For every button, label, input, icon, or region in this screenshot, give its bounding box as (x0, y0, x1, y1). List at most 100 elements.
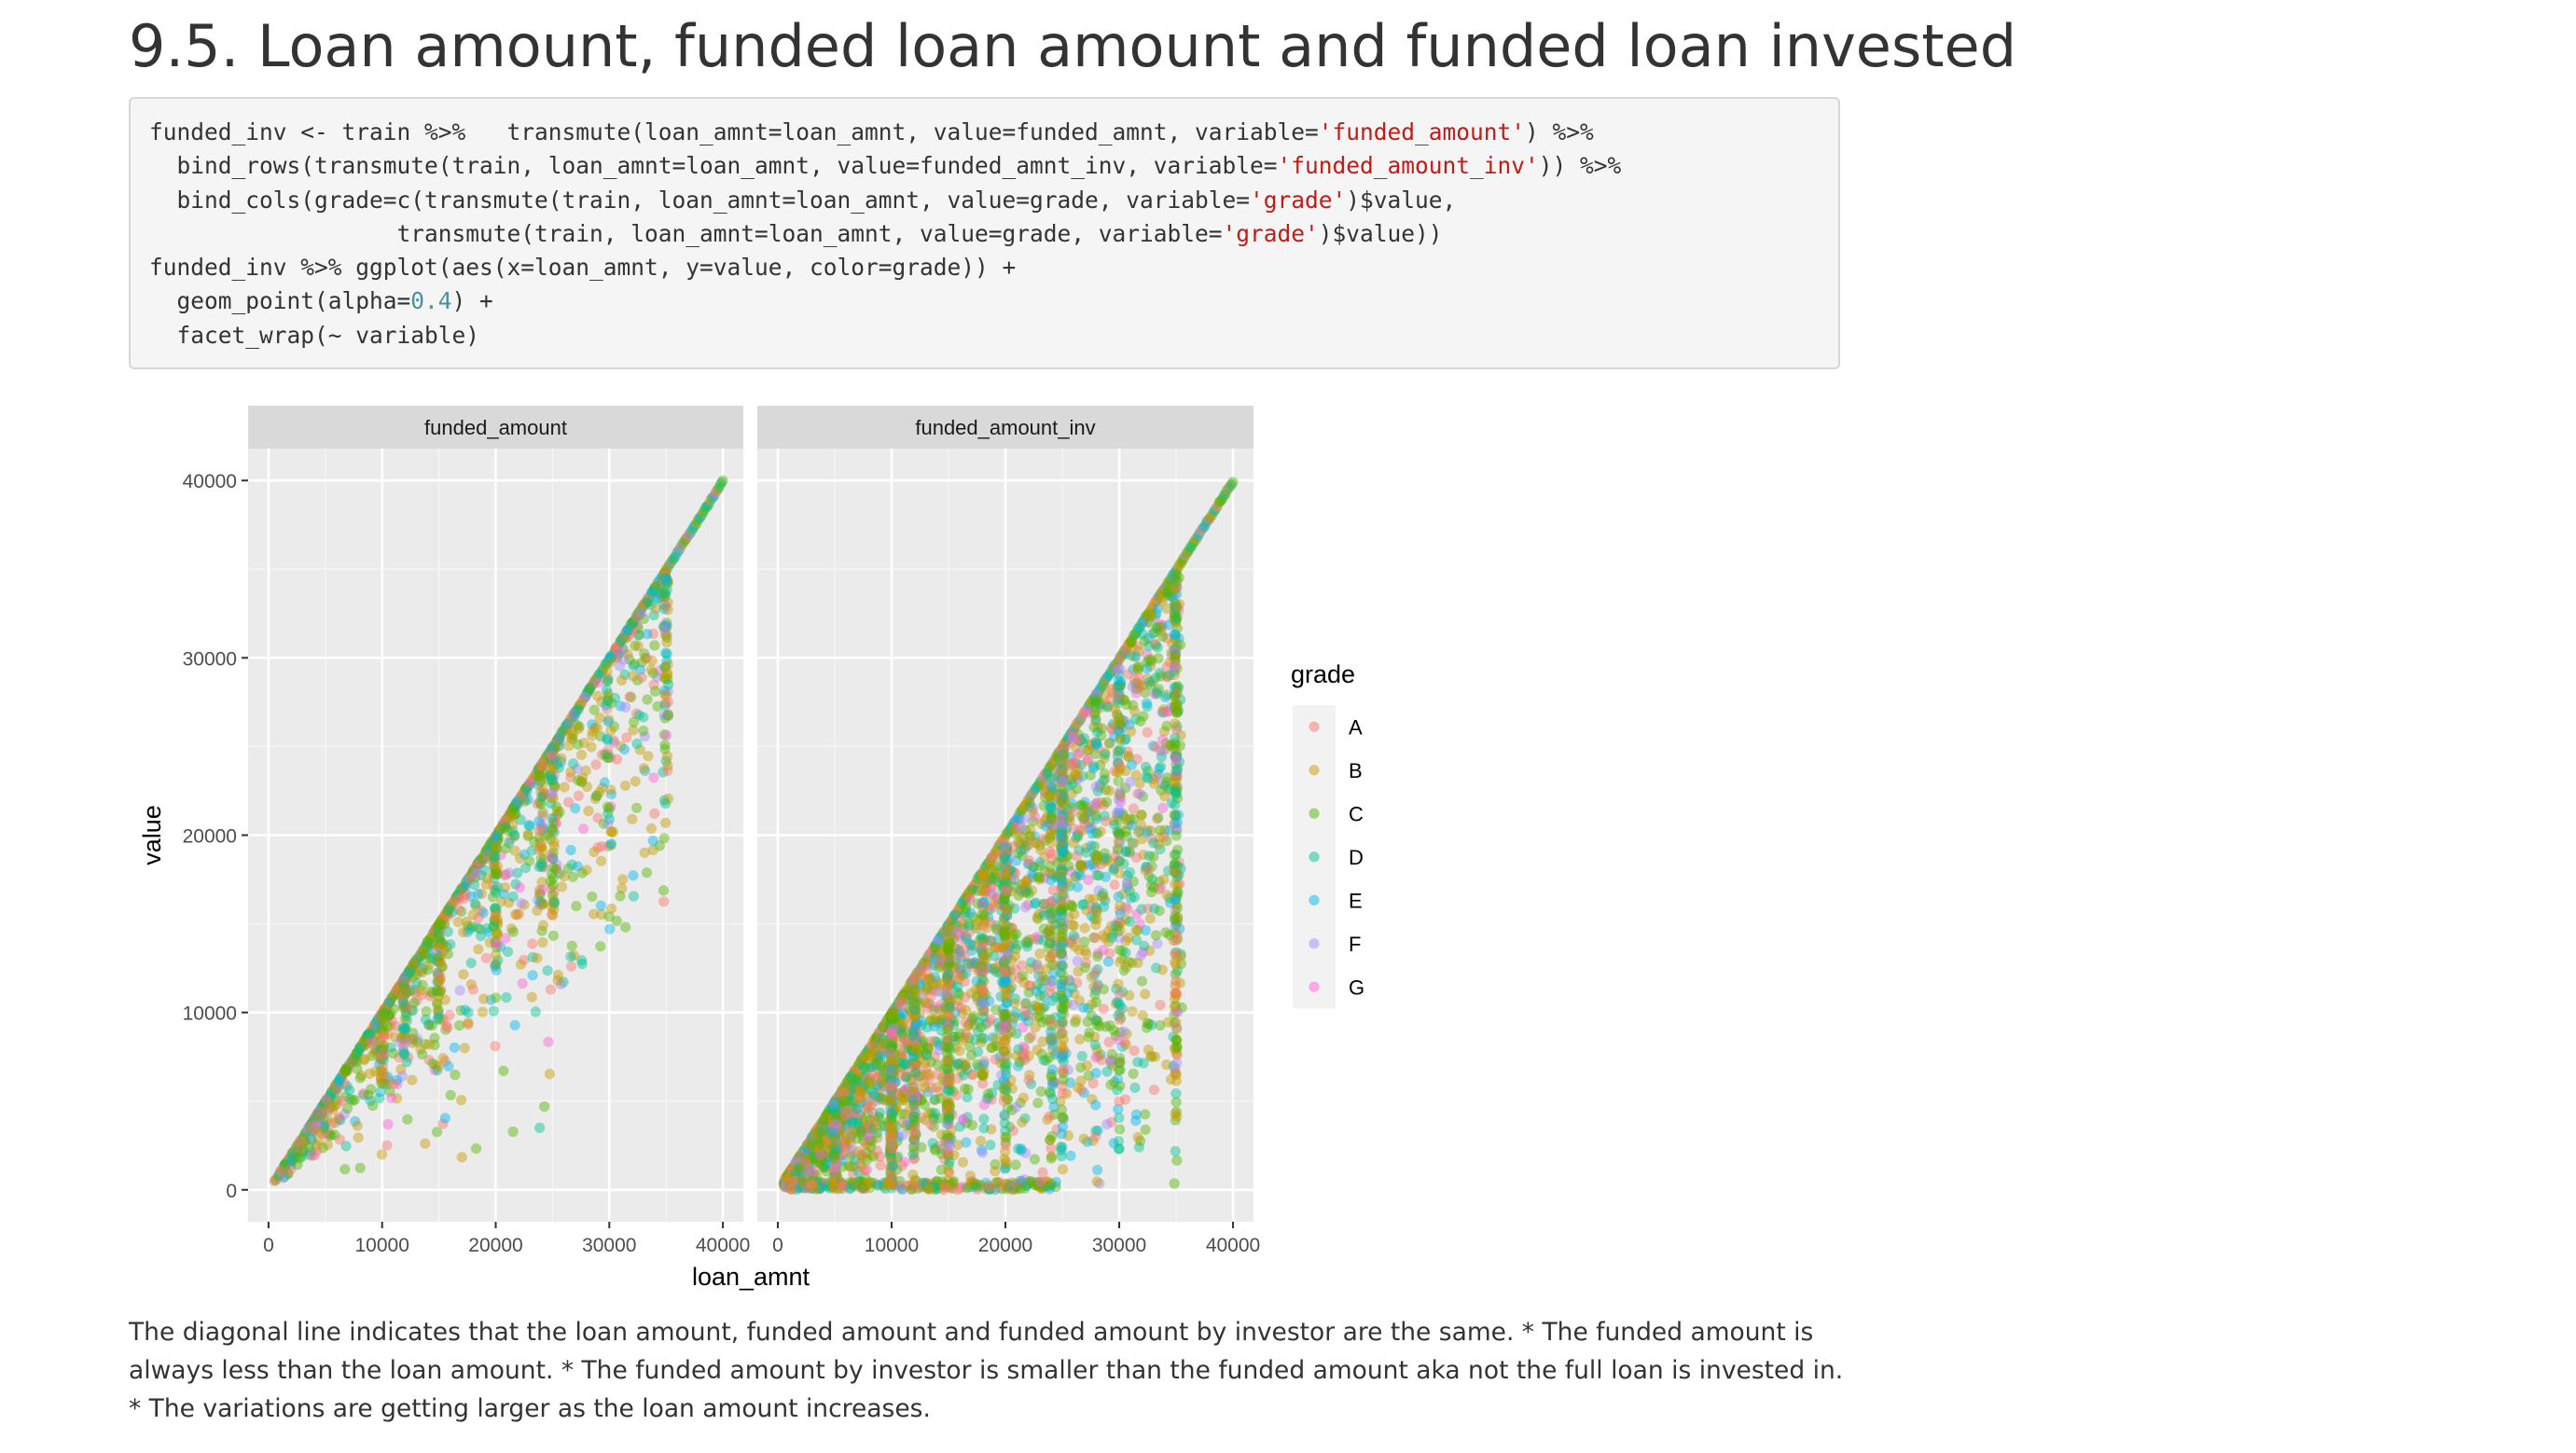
data-point (381, 1002, 393, 1013)
data-point (700, 501, 713, 512)
data-point (456, 883, 467, 894)
data-point (278, 1165, 289, 1176)
data-point (526, 775, 537, 787)
data-point (369, 1036, 381, 1047)
data-point (423, 949, 436, 961)
data-point (533, 884, 545, 896)
data-point (581, 781, 592, 793)
data-point (484, 838, 495, 851)
data-point (1136, 810, 1147, 821)
data-point (417, 1049, 428, 1060)
data-point (652, 671, 663, 683)
data-point (378, 1007, 389, 1018)
data-point (445, 901, 456, 912)
data-point (663, 710, 674, 722)
data-point (365, 1028, 376, 1040)
data-point (1082, 1017, 1093, 1028)
data-point (523, 855, 535, 866)
data-point (577, 772, 589, 783)
data-point (606, 698, 617, 709)
data-point (459, 1043, 470, 1054)
data-point (424, 933, 436, 944)
data-point (678, 536, 690, 547)
data-point (661, 670, 673, 681)
data-point (829, 1137, 840, 1148)
data-point (548, 904, 560, 915)
data-point (648, 584, 659, 596)
data-point (376, 1149, 388, 1160)
data-point (634, 744, 645, 755)
data-point (707, 491, 718, 504)
data-point (537, 810, 548, 822)
data-point (490, 960, 501, 971)
data-point (1070, 769, 1081, 781)
data-point (533, 861, 545, 872)
data-point (370, 1028, 381, 1040)
data-point (295, 1135, 306, 1146)
data-point (550, 817, 561, 828)
data-point (359, 1054, 370, 1065)
data-point (1044, 1052, 1055, 1063)
data-point (659, 570, 672, 581)
data-point (854, 1057, 866, 1068)
data-point (475, 858, 486, 870)
data-point (398, 1001, 409, 1012)
data-point (1227, 477, 1239, 488)
data-point (546, 797, 557, 810)
data-point (547, 847, 559, 858)
data-point (998, 967, 1009, 978)
data-point (490, 832, 501, 843)
data-point (1024, 797, 1035, 809)
data-point (511, 796, 522, 809)
data-point (549, 743, 561, 754)
data-point (629, 658, 640, 670)
data-point (588, 679, 599, 690)
data-point (378, 1046, 389, 1058)
data-point (495, 941, 506, 953)
data-point (506, 923, 518, 934)
data-point (415, 985, 426, 996)
data-point (1079, 962, 1091, 974)
data-point (888, 1005, 899, 1017)
data-point (572, 720, 583, 731)
data-point (648, 610, 659, 621)
data-point (400, 987, 411, 998)
data-point (1001, 955, 1012, 966)
data-point (633, 710, 644, 721)
data-point (871, 1072, 882, 1083)
data-point (312, 1107, 324, 1118)
data-point (573, 739, 584, 750)
data-point (597, 782, 608, 794)
data-point (434, 919, 445, 930)
data-point (550, 818, 561, 829)
data-point (810, 1128, 821, 1140)
data-point (519, 786, 531, 797)
data-point (472, 857, 484, 868)
data-point (435, 918, 446, 929)
data-point (551, 864, 562, 875)
data-point (394, 981, 405, 992)
data-point (508, 810, 519, 821)
data-point (312, 1111, 323, 1122)
data-point (547, 764, 559, 776)
data-point (1045, 1034, 1056, 1045)
data-point (470, 862, 481, 873)
data-point (611, 642, 622, 653)
data-point (505, 809, 516, 820)
data-point (615, 660, 626, 671)
data-point (817, 1116, 828, 1128)
data-point (437, 1053, 449, 1064)
data-point (388, 1078, 399, 1089)
data-point (602, 734, 614, 746)
data-point (985, 1140, 996, 1151)
data-point (566, 859, 577, 870)
data-point (1156, 671, 1167, 682)
data-point (436, 962, 448, 973)
data-point (519, 784, 531, 796)
data-point (382, 1118, 394, 1130)
data-point (365, 1095, 376, 1106)
data-point (1081, 948, 1092, 960)
data-point (610, 644, 621, 656)
data-point (811, 1124, 823, 1135)
data-point (554, 807, 565, 818)
